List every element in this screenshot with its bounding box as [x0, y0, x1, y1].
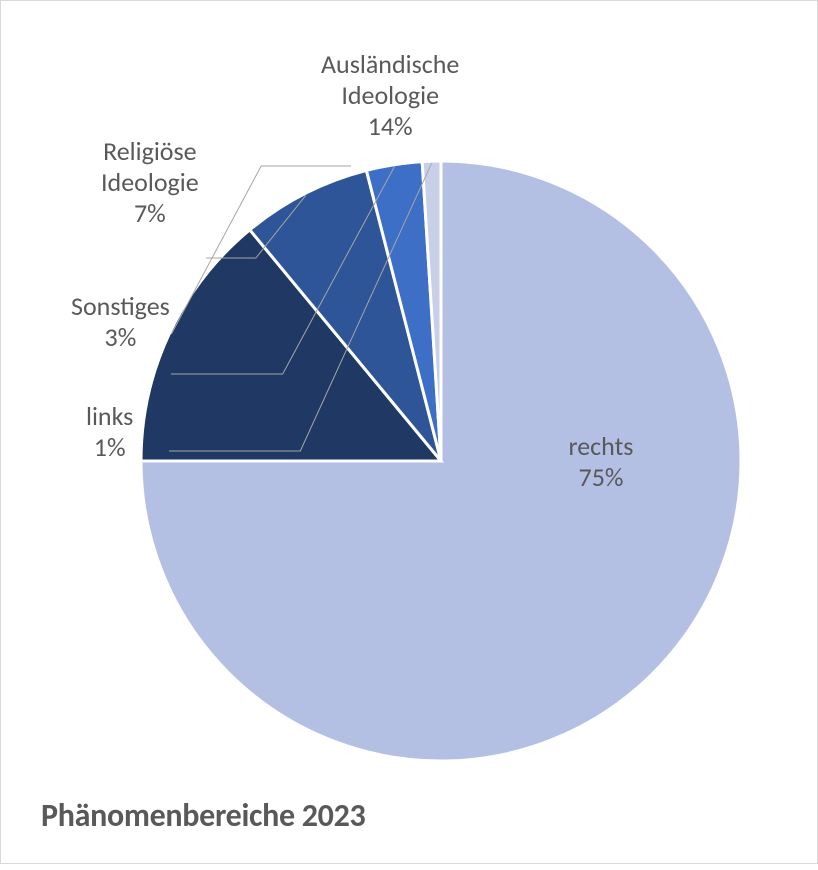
slice-label-rechts: rechts 75%: [541, 431, 661, 493]
chart-title: Phänomenbereiche 2023: [41, 796, 365, 835]
slice-label-religioese-ideologie: Religiöse Ideologie 7%: [101, 136, 199, 230]
chart-frame: rechts 75% Ausländische Ideologie 14% Re…: [0, 0, 818, 864]
slice-label-links: links 1%: [86, 401, 133, 463]
slice-label-sonstiges: Sonstiges 3%: [71, 291, 170, 353]
slice-label-auslaendische-ideologie: Ausländische Ideologie 14%: [321, 49, 459, 143]
pie-chart: rechts 75% Ausländische Ideologie 14% Re…: [1, 1, 818, 865]
